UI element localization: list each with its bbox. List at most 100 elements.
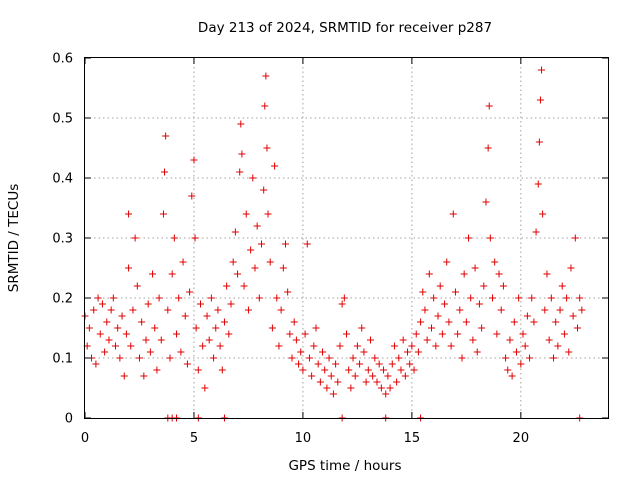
data-point [264,210,272,218]
data-point [432,342,440,350]
data-point [190,156,198,164]
data-point [536,96,544,104]
data-point [371,354,379,362]
data-point [491,258,499,266]
data-point [261,102,269,110]
data-point [142,336,150,344]
data-point [138,318,146,326]
data-point [155,294,163,302]
data-point [438,330,446,338]
data-point [512,348,520,356]
data-point [462,318,470,326]
x-axis-label: GPS time / hours [288,458,401,474]
data-point [456,306,464,314]
data-point [451,288,459,296]
data-point [112,342,120,350]
data-point [292,336,300,344]
data-point [384,372,392,380]
data-point [366,336,374,344]
data-point [526,354,534,362]
data-point [441,300,449,308]
data-point [199,342,207,350]
data-point [90,306,98,314]
data-point [449,210,457,218]
data-point [353,342,361,350]
data-point [173,330,181,338]
data-point [539,210,547,218]
data-point [504,366,512,374]
data-point [157,336,165,344]
data-point [96,330,104,338]
y-tick-label: 0.5 [52,112,73,127]
data-point [191,234,199,242]
data-point [325,354,333,362]
data-point [465,234,473,242]
data-point [227,300,235,308]
data-point [517,360,525,368]
data-point [308,372,316,380]
data-point [109,294,117,302]
data-point [323,384,331,392]
data-point [510,318,518,326]
data-point [343,330,350,338]
x-tick-label: 15 [404,431,421,446]
data-point [201,384,209,392]
data-point [299,366,307,374]
data-point [279,264,287,272]
data-point [146,348,154,356]
data-point [305,354,313,362]
data-point [425,270,433,278]
data-point [373,378,381,386]
data-point [125,210,133,218]
data-point [547,294,555,302]
data-point [532,228,540,236]
data-point [116,354,124,362]
data-point [445,318,453,326]
data-point [534,180,542,188]
data-point [458,354,466,362]
data-point [107,306,115,314]
data-point [314,360,322,368]
data-point [101,348,109,356]
data-point [151,324,159,332]
data-point [194,366,202,374]
data-point [523,312,531,320]
data-point [541,306,549,314]
data-point [192,324,200,332]
data-point [360,348,368,356]
data-point [351,372,359,380]
y-axis-label: SRMTID / TECUs [6,184,22,292]
data-point [550,354,558,362]
data-point [327,372,335,380]
data-point [223,282,231,290]
data-point [149,270,157,278]
data-point [263,144,271,152]
data-point [118,312,126,320]
data-point [170,234,178,242]
data-point [125,264,133,272]
data-point [244,306,252,314]
data-point [569,312,577,320]
data-point [362,378,370,386]
data-point [312,324,320,332]
data-point [231,228,239,236]
data-points [81,66,586,422]
data-point [480,282,488,290]
data-point [236,168,244,176]
data-point [240,282,248,290]
data-point [166,354,174,362]
data-point [92,360,100,368]
data-point [390,342,398,350]
data-point [573,324,581,332]
data-point [393,378,401,386]
data-point [332,360,340,368]
x-axis-ticks: 0 5 10 15 20 [81,58,529,446]
data-point [347,384,355,392]
data-point [395,354,403,362]
data-point [144,300,152,308]
y-tick-label: 0.6 [52,52,73,67]
data-point [345,366,353,374]
y-tick-label: 0.2 [52,292,73,307]
data-point [183,360,191,368]
data-point [120,372,128,380]
